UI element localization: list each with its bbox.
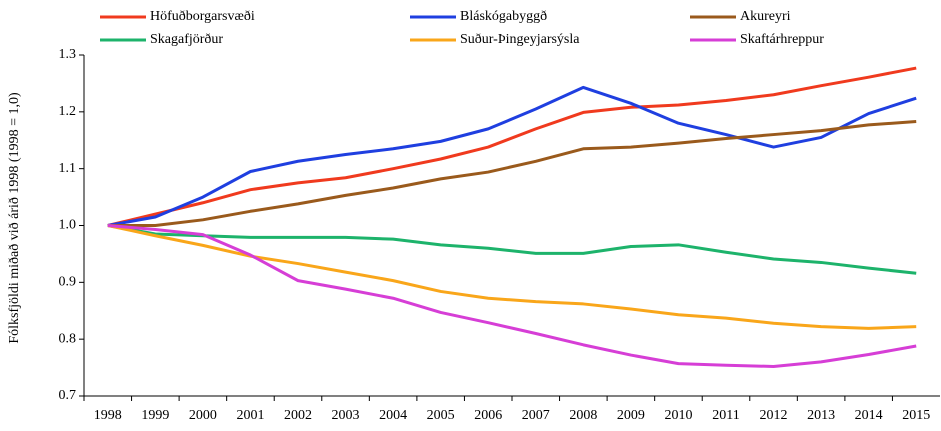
y-tick-label: 0.8: [59, 331, 77, 346]
series-line: [107, 66, 917, 227]
y-tick-label: 0.7: [59, 388, 77, 403]
legend-label: Suður-Þingeyjarsýsla: [460, 32, 580, 47]
x-tick-label: 2007: [522, 408, 550, 423]
y-tick-label: 1.2: [59, 104, 77, 119]
y-axis-label: Fólksfjöldi miðað við árið 1998 (1998 = …: [7, 92, 22, 344]
x-tick-label: 2011: [712, 408, 739, 423]
x-tick-label: 2004: [379, 408, 407, 423]
y-tick-label: 1.1: [59, 161, 77, 176]
y-tick-label: 1.0: [59, 218, 77, 233]
x-tick-label: 2000: [189, 408, 217, 423]
x-tick-label: 2012: [760, 408, 788, 423]
x-tick-label: 2009: [617, 408, 645, 423]
x-tick-label: 2015: [902, 408, 930, 423]
legend-label: Akureyri: [740, 9, 791, 24]
x-tick-label: 2010: [664, 408, 692, 423]
x-tick-label: 2013: [807, 408, 835, 423]
x-tick-label: 2006: [474, 408, 502, 423]
series-line: [107, 119, 917, 227]
legend-label: Skagafjörður: [150, 32, 223, 47]
series-line: [107, 224, 917, 368]
series-line: [107, 224, 917, 330]
x-tick-label: 2014: [855, 408, 883, 423]
x-tick-label: 2005: [427, 408, 455, 423]
x-tick-label: 1999: [141, 408, 169, 423]
legend-label: Höfuðborgarsvæði: [150, 9, 255, 24]
series-line: [107, 85, 917, 227]
legend-label: Skaftárhreppur: [740, 32, 824, 47]
x-tick-label: 2003: [332, 408, 360, 423]
x-tick-label: 1998: [94, 408, 122, 423]
y-tick-label: 1.3: [59, 47, 77, 62]
legend-label: Bláskógabyggð: [460, 9, 547, 24]
y-tick-label: 0.9: [59, 275, 77, 290]
series-line: [107, 224, 917, 275]
x-tick-label: 2008: [569, 408, 597, 423]
x-tick-label: 2001: [236, 408, 264, 423]
x-tick-label: 2002: [284, 408, 312, 423]
